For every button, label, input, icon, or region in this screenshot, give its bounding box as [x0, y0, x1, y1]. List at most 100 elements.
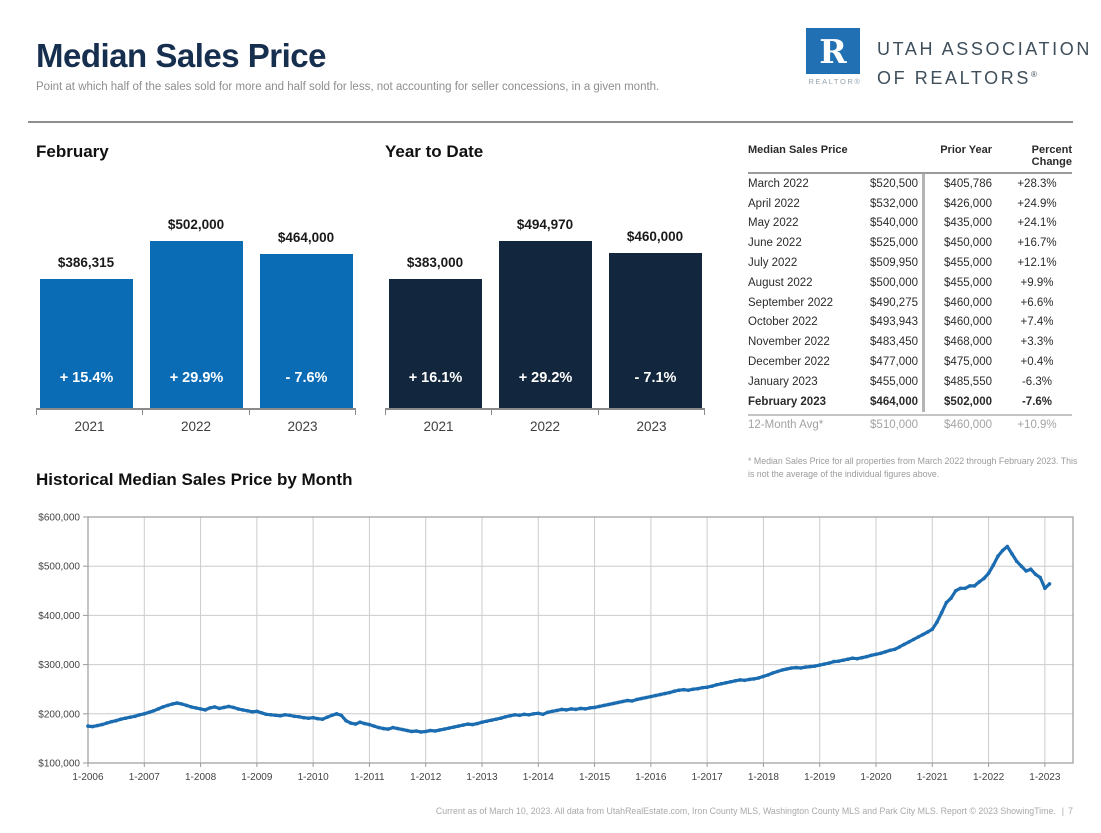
price-point	[217, 706, 222, 711]
price-point	[128, 715, 132, 719]
price-point	[550, 709, 555, 714]
price-point	[297, 715, 301, 719]
bar-category-label: 2021	[423, 419, 454, 434]
price-point	[208, 706, 212, 710]
price-point	[832, 659, 836, 664]
price-point	[461, 723, 466, 727]
x-tick-label: 1-2017	[692, 772, 724, 783]
price-point	[808, 664, 813, 669]
x-tick-label: 1-2006	[72, 772, 104, 783]
price-point	[391, 725, 395, 730]
price-point	[414, 729, 419, 733]
price-point	[771, 671, 775, 675]
price-point	[968, 584, 972, 588]
price-point	[667, 690, 672, 695]
x-tick-label: 1-2011	[354, 772, 385, 783]
price-point	[794, 665, 799, 670]
price-point	[372, 724, 376, 728]
price-point	[958, 586, 963, 591]
price-point	[620, 699, 625, 704]
percent-change-value: +0.4%	[1020, 356, 1054, 369]
registered-mark: ®	[1030, 70, 1040, 79]
page-number: 7	[1068, 806, 1073, 816]
price-point	[358, 720, 362, 724]
price-point	[180, 702, 184, 706]
x-tick-label: 1-2021	[917, 772, 949, 783]
historical-chart-title: Historical Median Sales Price by Month	[36, 470, 353, 489]
bar-category-label: 2022	[180, 419, 212, 434]
table-row: July 2022 $509,950 $455,000 +12.1%	[748, 253, 1072, 273]
price-point	[944, 600, 949, 605]
header: Median Sales Price Point at which half o…	[36, 38, 659, 94]
bar-2023: - 7.1%	[609, 253, 702, 408]
percent-change-value: +24.9%	[1017, 197, 1057, 210]
price-point	[119, 717, 123, 721]
realtor-caption: REALTOR®	[808, 77, 862, 86]
price-point	[452, 725, 456, 729]
price-point	[803, 665, 808, 669]
bar-category-label: 2023	[636, 419, 667, 434]
price-point	[705, 685, 709, 689]
price-point	[982, 576, 986, 581]
price-point	[878, 651, 883, 656]
price-point	[785, 667, 789, 671]
price-point	[231, 705, 236, 710]
price-point	[1005, 544, 1010, 549]
price-point	[494, 717, 498, 721]
bar-category-label: 2023	[287, 419, 318, 434]
price-point	[1014, 559, 1019, 564]
month-label: January 2023	[748, 375, 818, 388]
price-point	[681, 687, 686, 692]
median-price-value: $500,000	[870, 276, 918, 289]
price-point	[189, 705, 193, 709]
price-point	[456, 724, 461, 728]
bar-change-label: + 29.2%	[518, 370, 573, 386]
column-divider	[921, 292, 925, 313]
percent-change-value: +12.1%	[1017, 257, 1057, 270]
x-tick-label: 1-2014	[523, 772, 555, 783]
x-tick-label: 1-2016	[635, 772, 667, 783]
price-point	[503, 715, 508, 719]
price-point	[761, 674, 766, 679]
realtor-mark: R REALTOR®	[806, 28, 864, 86]
price-point	[625, 698, 630, 703]
price-point	[991, 563, 996, 567]
prior-year-value: $426,000	[944, 197, 992, 210]
price-point	[855, 656, 859, 661]
bar-value-label: $502,000	[167, 217, 225, 232]
month-label: November 2022	[748, 336, 830, 349]
price-point	[658, 692, 662, 697]
avg-value: $510,000	[870, 419, 918, 432]
price-point	[747, 677, 752, 682]
avg-change: +10.9%	[1017, 419, 1057, 432]
price-point	[907, 640, 911, 644]
price-point	[710, 684, 714, 688]
x-tick-label: 1-2008	[185, 772, 217, 783]
price-point	[789, 666, 794, 670]
footer-text: Current as of March 10, 2023. All data f…	[435, 806, 1056, 816]
price-point	[250, 710, 254, 714]
price-point	[105, 721, 109, 725]
bar-2021: + 15.4%	[40, 279, 133, 408]
price-point	[292, 714, 297, 719]
price-point	[728, 680, 733, 684]
price-point	[86, 724, 90, 728]
prior-year-value: $450,000	[944, 237, 992, 250]
bar-category-label: 2022	[529, 419, 561, 434]
bar-2023: - 7.6%	[260, 254, 353, 408]
price-point	[738, 678, 742, 682]
month-label: September 2022	[748, 296, 834, 309]
price-point	[630, 699, 634, 703]
price-point	[513, 713, 517, 717]
table-row: June 2022 $525,000 $450,000 +16.7%	[748, 233, 1072, 254]
price-point	[719, 682, 723, 686]
price-point	[1019, 564, 1024, 568]
price-point	[850, 656, 855, 660]
prior-year-value: $468,000	[944, 336, 992, 349]
price-point	[1043, 586, 1047, 591]
price-point	[930, 627, 935, 631]
price-point	[386, 727, 391, 731]
prior-year-value: $435,000	[944, 217, 992, 230]
y-tick-label: $200,000	[38, 709, 80, 720]
prior-year-value: $460,000	[944, 296, 992, 309]
